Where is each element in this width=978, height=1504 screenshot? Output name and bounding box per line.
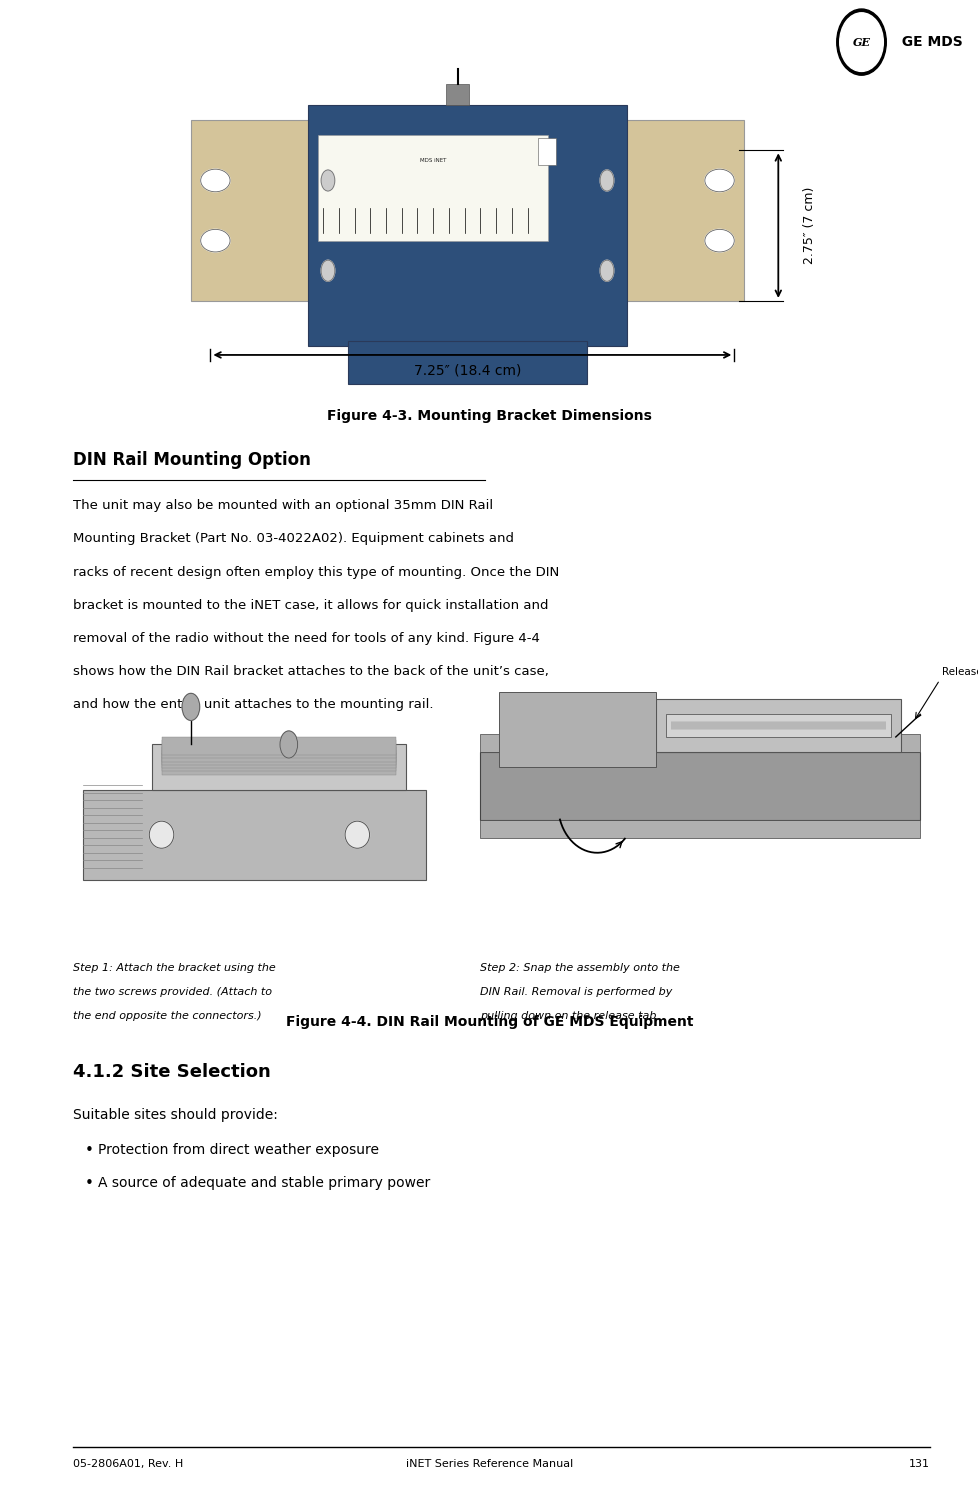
Circle shape [321,260,334,281]
FancyBboxPatch shape [538,138,556,165]
FancyBboxPatch shape [191,120,318,301]
Ellipse shape [200,168,230,193]
Text: pulling down on the release tab.: pulling down on the release tab. [479,1011,659,1021]
Text: MDS iNET: MDS iNET [420,158,446,162]
Circle shape [600,260,613,281]
FancyBboxPatch shape [347,341,587,384]
Text: 7.25″ (18.4 cm): 7.25″ (18.4 cm) [414,364,520,378]
FancyBboxPatch shape [318,135,548,241]
FancyBboxPatch shape [479,752,919,820]
Text: A source of adequate and stable primary power: A source of adequate and stable primary … [98,1176,429,1190]
FancyBboxPatch shape [161,754,396,772]
Text: 4.1.2 Site Selection: 4.1.2 Site Selection [73,1063,271,1081]
FancyBboxPatch shape [161,743,396,761]
Text: 131: 131 [909,1459,929,1469]
Text: Release Tab: Release Tab [941,666,978,677]
FancyBboxPatch shape [161,750,396,769]
Ellipse shape [704,230,734,253]
FancyBboxPatch shape [479,820,919,838]
FancyBboxPatch shape [479,734,919,752]
Ellipse shape [836,9,885,75]
Text: Suitable sites should provide:: Suitable sites should provide: [73,1108,278,1122]
Circle shape [280,731,297,758]
Ellipse shape [704,168,734,193]
Text: DIN Rail Mounting Option: DIN Rail Mounting Option [73,451,311,469]
Ellipse shape [200,230,230,253]
Circle shape [600,170,613,191]
Text: The unit may also be mounted with an optional 35mm DIN Rail: The unit may also be mounted with an opt… [73,499,493,513]
Ellipse shape [149,821,174,848]
Text: the two screws provided. (Attach to: the two screws provided. (Attach to [73,987,272,997]
Text: Step 1: Attach the bracket using the: Step 1: Attach the bracket using the [73,963,276,973]
Text: GE: GE [852,36,869,48]
FancyBboxPatch shape [161,737,396,755]
Text: 2.75″ (7 cm): 2.75″ (7 cm) [802,186,816,265]
Text: 05-2806A01, Rev. H: 05-2806A01, Rev. H [73,1459,184,1469]
Text: racks of recent design often employ this type of mounting. Once the DIN: racks of recent design often employ this… [73,566,559,579]
FancyBboxPatch shape [616,120,743,301]
Text: Protection from direct weather exposure: Protection from direct weather exposure [98,1143,378,1157]
Text: Figure 4-3. Mounting Bracket Dimensions: Figure 4-3. Mounting Bracket Dimensions [327,409,651,423]
Text: •: • [85,1143,94,1158]
FancyBboxPatch shape [665,714,890,737]
FancyBboxPatch shape [655,699,900,752]
FancyBboxPatch shape [161,747,396,766]
Text: DIN Rail. Removal is performed by: DIN Rail. Removal is performed by [479,987,672,997]
Text: removal of the radio without the need for tools of any kind. Figure 4-4: removal of the radio without the need fo… [73,632,540,645]
Text: Figure 4-4. DIN Rail Mounting of GE MDS Equipment: Figure 4-4. DIN Rail Mounting of GE MDS … [286,1015,692,1029]
FancyBboxPatch shape [161,740,396,758]
Text: •: • [85,1176,94,1191]
FancyBboxPatch shape [499,692,655,767]
Text: and how the entire unit attaches to the mounting rail.: and how the entire unit attaches to the … [73,698,433,711]
FancyBboxPatch shape [83,790,425,880]
Text: shows how the DIN Rail bracket attaches to the back of the unit’s case,: shows how the DIN Rail bracket attaches … [73,665,549,678]
Text: iNET Series Reference Manual: iNET Series Reference Manual [406,1459,572,1469]
Text: the end opposite the connectors.): the end opposite the connectors.) [73,1011,262,1021]
FancyBboxPatch shape [445,84,469,105]
Text: bracket is mounted to the iNET case, it allows for quick installation and: bracket is mounted to the iNET case, it … [73,599,549,612]
Ellipse shape [344,821,369,848]
Circle shape [321,170,334,191]
Text: Mounting Bracket (Part No. 03-4022A02). Equipment cabinets and: Mounting Bracket (Part No. 03-4022A02). … [73,532,513,546]
FancyBboxPatch shape [161,757,396,775]
Text: Step 2: Snap the assembly onto the: Step 2: Snap the assembly onto the [479,963,679,973]
Ellipse shape [839,14,882,72]
FancyBboxPatch shape [152,744,406,790]
Circle shape [182,693,200,720]
FancyBboxPatch shape [308,105,626,346]
Text: GE MDS: GE MDS [891,35,961,50]
